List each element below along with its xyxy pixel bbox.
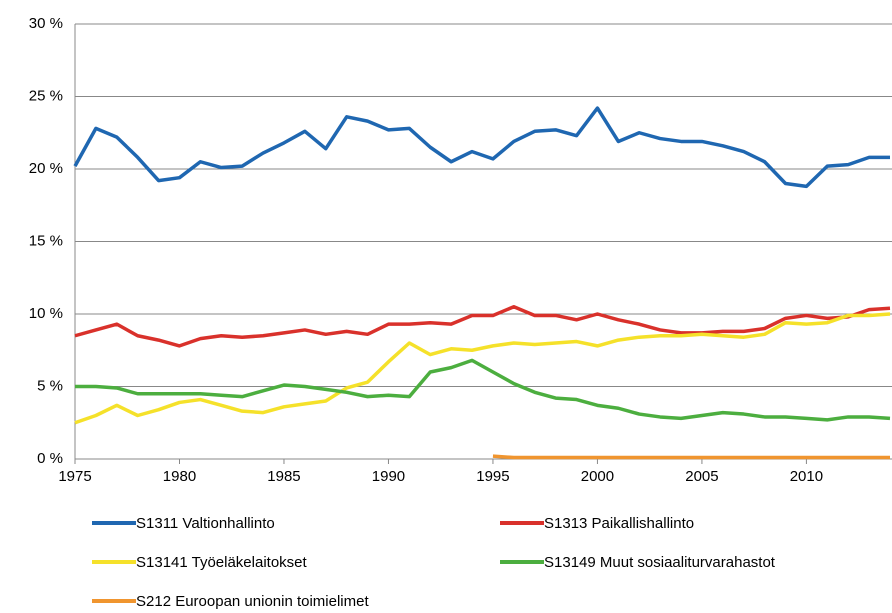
y-tick-label: 20 % bbox=[29, 160, 63, 177]
y-tick-label: 30 % bbox=[29, 15, 63, 32]
series-line bbox=[74, 305, 891, 348]
x-tick-label: 2005 bbox=[685, 468, 718, 485]
series-line bbox=[492, 454, 890, 460]
legend-label: S13141 Työeläkelaitokset bbox=[136, 554, 308, 571]
y-tick-label: 25 % bbox=[29, 87, 63, 104]
x-tick-label: 1975 bbox=[58, 468, 91, 485]
y-tick-label: 5 % bbox=[37, 377, 63, 394]
x-tick-label: 1995 bbox=[476, 468, 509, 485]
x-tick-label: 2000 bbox=[581, 468, 614, 485]
legend-label: S1311 Valtionhallinto bbox=[136, 515, 275, 532]
x-tick-label: 2010 bbox=[790, 468, 823, 485]
series-line bbox=[73, 106, 890, 189]
y-tick-label: 10 % bbox=[29, 305, 63, 322]
legend-label: S212 Euroopan unionin toimielimet bbox=[136, 593, 369, 610]
x-tick-label: 1980 bbox=[163, 468, 196, 485]
x-tick-label: 1990 bbox=[372, 468, 405, 485]
legend-label: S13149 Muut sosiaaliturvarahastot bbox=[544, 554, 776, 571]
series-line bbox=[74, 312, 891, 425]
y-tick-label: 15 % bbox=[29, 232, 63, 249]
series-line bbox=[75, 358, 891, 422]
legend-label: S1313 Paikallishallinto bbox=[544, 515, 694, 532]
x-tick-label: 1985 bbox=[267, 468, 300, 485]
y-tick-label: 0 % bbox=[37, 450, 63, 467]
